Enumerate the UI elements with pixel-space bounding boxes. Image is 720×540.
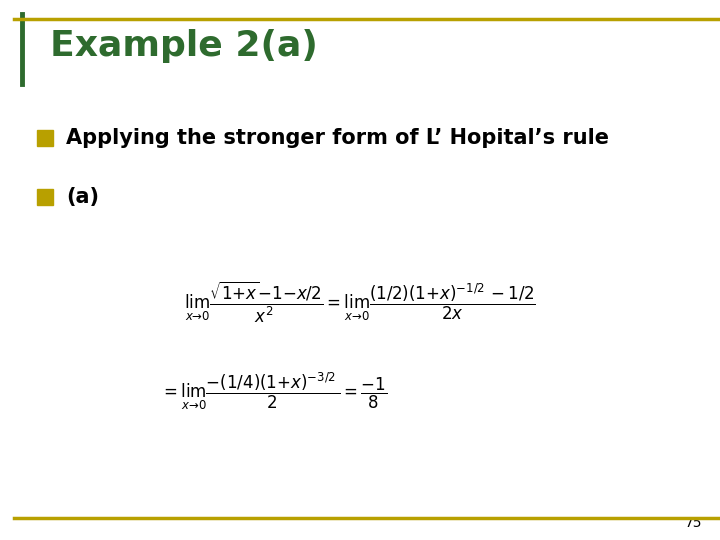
Text: $= \lim_{x \to 0}\dfrac{-(1/4)(1+x)^{-3/2}}{2} = \dfrac{-1}{8}$: $= \lim_{x \to 0}\dfrac{-(1/4)(1+x)^{-3/…	[160, 370, 387, 413]
Bar	[37, 130, 53, 146]
Text: 75: 75	[685, 516, 702, 530]
Text: $\lim_{x \to 0}\dfrac{\sqrt{1+x}-1-x/2}{x^2} = \lim_{x \to 0}\dfrac{(1/2)(1+x)^{: $\lim_{x \to 0}\dfrac{\sqrt{1+x}-1-x/2}{…	[184, 280, 536, 325]
Text: Example 2(a): Example 2(a)	[50, 29, 318, 63]
Bar	[37, 189, 53, 205]
Text: Applying the stronger form of L’ Hopital’s rule: Applying the stronger form of L’ Hopital…	[66, 127, 609, 148]
Text: (a): (a)	[66, 187, 99, 207]
